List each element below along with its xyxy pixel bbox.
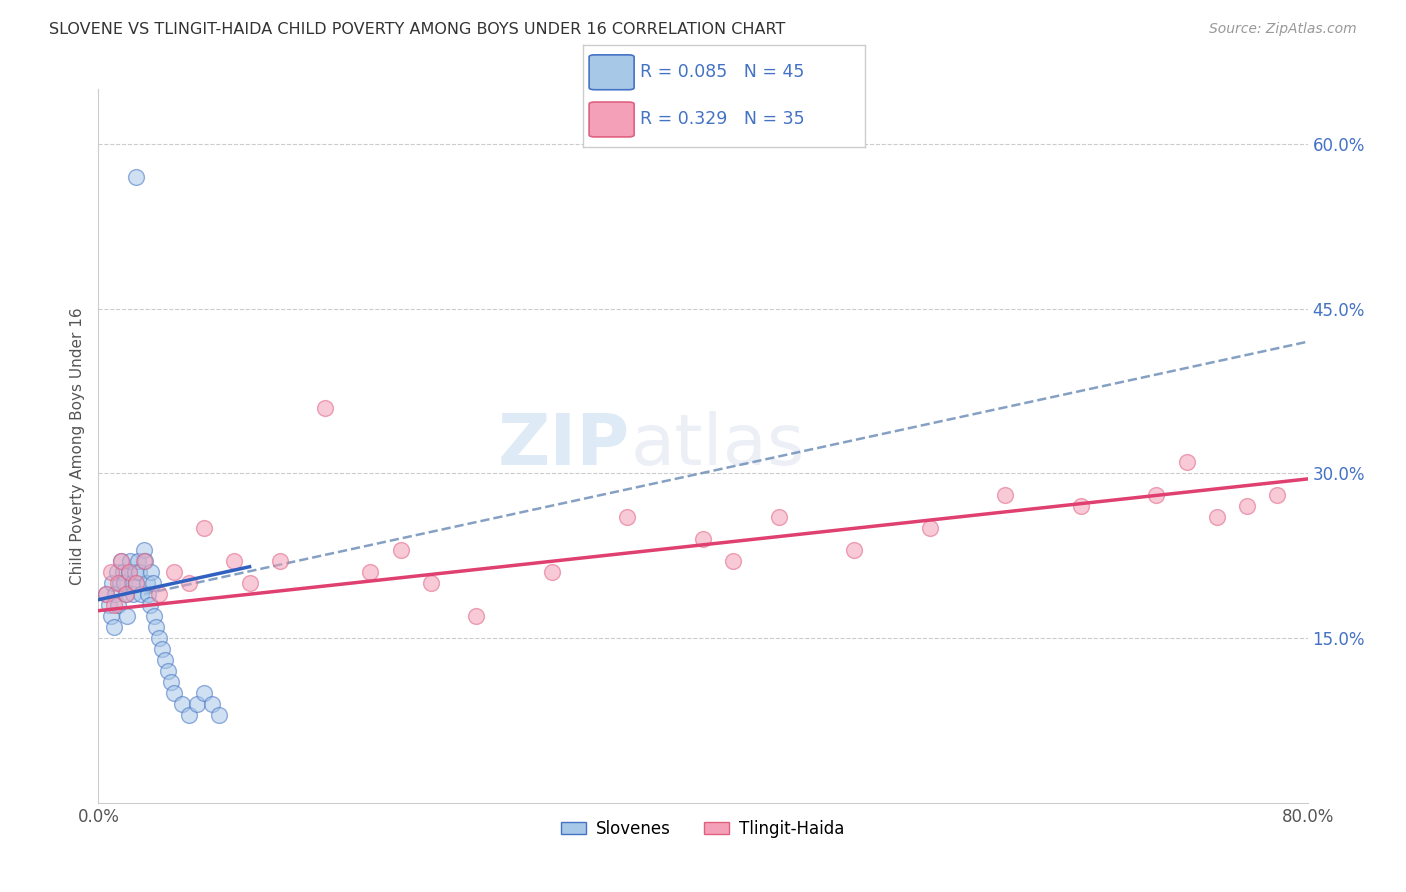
Point [118, 566, 141, 580]
Point [94, 587, 117, 601]
Point [918, 521, 941, 535]
Point [122, 587, 145, 601]
Point [1175, 455, 1198, 469]
Point [101, 576, 124, 591]
Point [239, 576, 262, 591]
Point [103, 598, 125, 612]
Point [420, 576, 443, 591]
Point [107, 576, 129, 591]
Point [193, 521, 215, 535]
Point [179, 576, 201, 591]
Point [134, 554, 156, 568]
Point [224, 554, 246, 568]
Point [104, 587, 127, 601]
Point [124, 566, 146, 580]
Point [110, 554, 132, 568]
Point [120, 554, 142, 568]
Point [100, 566, 122, 580]
Text: R = 0.329   N = 35: R = 0.329 N = 35 [640, 111, 804, 128]
Point [94, 587, 117, 601]
Point [163, 686, 186, 700]
Point [125, 169, 148, 184]
Point [269, 554, 291, 568]
Point [723, 554, 745, 568]
Point [1206, 510, 1229, 524]
Text: ZIP: ZIP [498, 411, 630, 481]
Point [114, 587, 136, 601]
Point [139, 598, 162, 612]
Point [114, 587, 136, 601]
Point [145, 620, 167, 634]
Point [540, 566, 562, 580]
Point [1144, 488, 1167, 502]
Point [98, 598, 121, 612]
Point [105, 566, 128, 580]
Point [111, 566, 134, 580]
Point [156, 664, 179, 678]
Point [103, 620, 125, 634]
Point [153, 653, 176, 667]
FancyBboxPatch shape [589, 55, 634, 90]
Point [768, 510, 790, 524]
FancyBboxPatch shape [589, 102, 634, 137]
Point [186, 697, 208, 711]
Point [148, 631, 170, 645]
Point [132, 554, 155, 568]
Point [142, 576, 165, 591]
Point [160, 675, 183, 690]
Point [844, 543, 866, 558]
Point [170, 697, 193, 711]
Text: R = 0.085   N = 45: R = 0.085 N = 45 [640, 63, 804, 81]
Point [127, 554, 149, 568]
Point [125, 576, 148, 591]
Legend: Slovenes, Tlingit-Haida: Slovenes, Tlingit-Haida [554, 814, 852, 845]
Text: atlas: atlas [630, 411, 804, 481]
Point [125, 576, 148, 591]
Point [179, 708, 201, 723]
Point [128, 566, 150, 580]
Point [314, 401, 336, 415]
Point [994, 488, 1017, 502]
Y-axis label: Child Poverty Among Boys Under 16: Child Poverty Among Boys Under 16 [69, 307, 84, 585]
Point [118, 566, 141, 580]
Text: SLOVENE VS TLINGIT-HAIDA CHILD POVERTY AMONG BOYS UNDER 16 CORRELATION CHART: SLOVENE VS TLINGIT-HAIDA CHILD POVERTY A… [49, 22, 786, 37]
Point [1267, 488, 1289, 502]
Point [132, 543, 155, 558]
Point [110, 554, 132, 568]
Point [389, 543, 412, 558]
Point [692, 533, 714, 547]
Point [193, 686, 215, 700]
Point [1070, 500, 1092, 514]
Point [1236, 500, 1258, 514]
Point [108, 576, 131, 591]
Point [135, 576, 157, 591]
Point [143, 609, 166, 624]
Point [107, 598, 129, 612]
Point [616, 510, 638, 524]
Point [150, 642, 173, 657]
Point [148, 587, 170, 601]
Point [208, 708, 231, 723]
Point [100, 609, 122, 624]
Text: Source: ZipAtlas.com: Source: ZipAtlas.com [1209, 22, 1357, 37]
Point [163, 566, 186, 580]
Point [112, 576, 135, 591]
Point [136, 587, 159, 601]
Point [201, 697, 224, 711]
Point [129, 587, 152, 601]
Point [121, 576, 143, 591]
Point [360, 566, 382, 580]
Point [115, 609, 138, 624]
Point [141, 566, 163, 580]
Point [465, 609, 488, 624]
